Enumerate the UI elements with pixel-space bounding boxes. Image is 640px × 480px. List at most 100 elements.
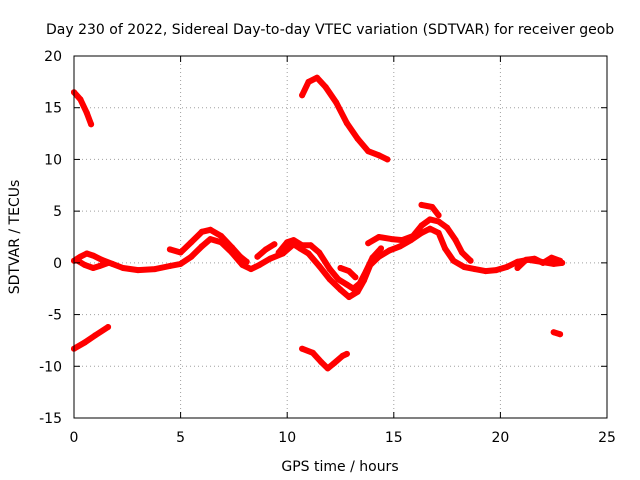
series-line: [299, 74, 391, 163]
x-tick-label: 25: [598, 430, 616, 446]
series-arc-1: [71, 89, 95, 128]
series-line: [71, 324, 112, 352]
data-point: [326, 266, 333, 273]
data-point: [92, 332, 99, 339]
data-point: [98, 256, 105, 263]
data-point: [399, 237, 406, 244]
data-point: [248, 266, 254, 273]
y-tick-label: -10: [39, 359, 62, 375]
y-tick-label: -15: [39, 411, 62, 427]
series-line: [71, 225, 566, 300]
data-point: [305, 78, 312, 85]
data-point: [350, 285, 357, 292]
data-point: [459, 249, 465, 256]
data-point: [326, 276, 333, 283]
series-arc-2: [71, 324, 112, 352]
data-point: [343, 120, 350, 127]
data-point: [254, 253, 261, 260]
data-point: [557, 257, 564, 264]
data-point: [316, 249, 323, 256]
data-series: [71, 74, 566, 372]
data-point: [397, 243, 404, 250]
data-point: [531, 255, 538, 262]
data-point: [427, 225, 433, 232]
data-point: [177, 260, 184, 267]
series-arc-13: [418, 201, 442, 219]
data-point: [207, 226, 214, 233]
data-point: [318, 359, 325, 366]
series-line: [71, 89, 95, 128]
data-point: [305, 250, 312, 257]
data-point: [418, 222, 425, 229]
data-point: [96, 263, 103, 269]
data-point: [83, 109, 90, 116]
series-arc-5: [550, 329, 564, 338]
data-point: [514, 265, 521, 271]
data-point: [275, 249, 282, 256]
data-point: [343, 281, 350, 288]
y-tick-label: 5: [53, 204, 62, 220]
data-point: [375, 234, 382, 240]
x-tick-label: 0: [70, 430, 79, 446]
data-point: [271, 241, 278, 248]
data-point: [177, 249, 184, 256]
data-point: [73, 256, 80, 263]
data-point: [299, 242, 306, 249]
data-point: [442, 245, 448, 252]
data-point: [105, 259, 112, 266]
data-point: [337, 265, 344, 271]
data-point: [375, 152, 382, 159]
data-point: [218, 233, 225, 239]
data-point: [207, 236, 214, 243]
data-point: [429, 204, 436, 210]
series-arc-14: [514, 254, 564, 271]
series-arc-3: [299, 74, 391, 163]
data-point: [435, 218, 442, 225]
data-point: [262, 246, 269, 253]
series-arc-6: [71, 225, 566, 300]
data-point: [471, 266, 478, 273]
data-point: [81, 261, 88, 268]
data-point: [267, 255, 274, 262]
data-point: [284, 239, 291, 246]
chart-title: Day 230 of 2022, Sidereal Day-to-day VTE…: [46, 22, 614, 38]
x-tick-label: 20: [491, 430, 509, 446]
x-tick-label: 5: [176, 430, 185, 446]
data-point: [450, 257, 457, 264]
data-point: [384, 156, 391, 163]
y-axis-label: SDTVAR / TECUs: [7, 180, 23, 295]
x-axis-label: GPS time / hours: [281, 459, 398, 475]
series-arc-12: [365, 216, 474, 264]
data-point: [356, 280, 363, 287]
data-point: [354, 288, 361, 295]
series-line: [299, 345, 350, 372]
y-tick-label: 20: [44, 49, 62, 65]
data-point: [290, 237, 297, 244]
data-point: [557, 331, 564, 338]
data-point: [198, 228, 205, 235]
data-point: [77, 96, 84, 103]
data-point: [81, 339, 88, 346]
x-tick-labels: 0 5 10 15 20 25: [70, 430, 616, 446]
data-point: [90, 252, 97, 259]
data-point: [256, 261, 263, 268]
data-point: [482, 268, 489, 275]
data-point: [188, 253, 195, 260]
data-point: [309, 349, 316, 356]
data-point: [461, 264, 468, 270]
data-point: [444, 224, 451, 231]
data-point: [120, 265, 126, 271]
data-point: [152, 266, 158, 273]
data-point: [386, 247, 393, 254]
data-point: [88, 121, 95, 128]
data-point: [299, 345, 306, 352]
data-point: [316, 263, 323, 269]
plot-frame: [73, 55, 608, 419]
data-point: [427, 216, 433, 223]
data-point: [314, 74, 320, 81]
data-point: [365, 240, 372, 247]
data-point: [418, 201, 425, 208]
x-tick-label: 15: [385, 430, 403, 446]
data-point: [452, 237, 459, 244]
